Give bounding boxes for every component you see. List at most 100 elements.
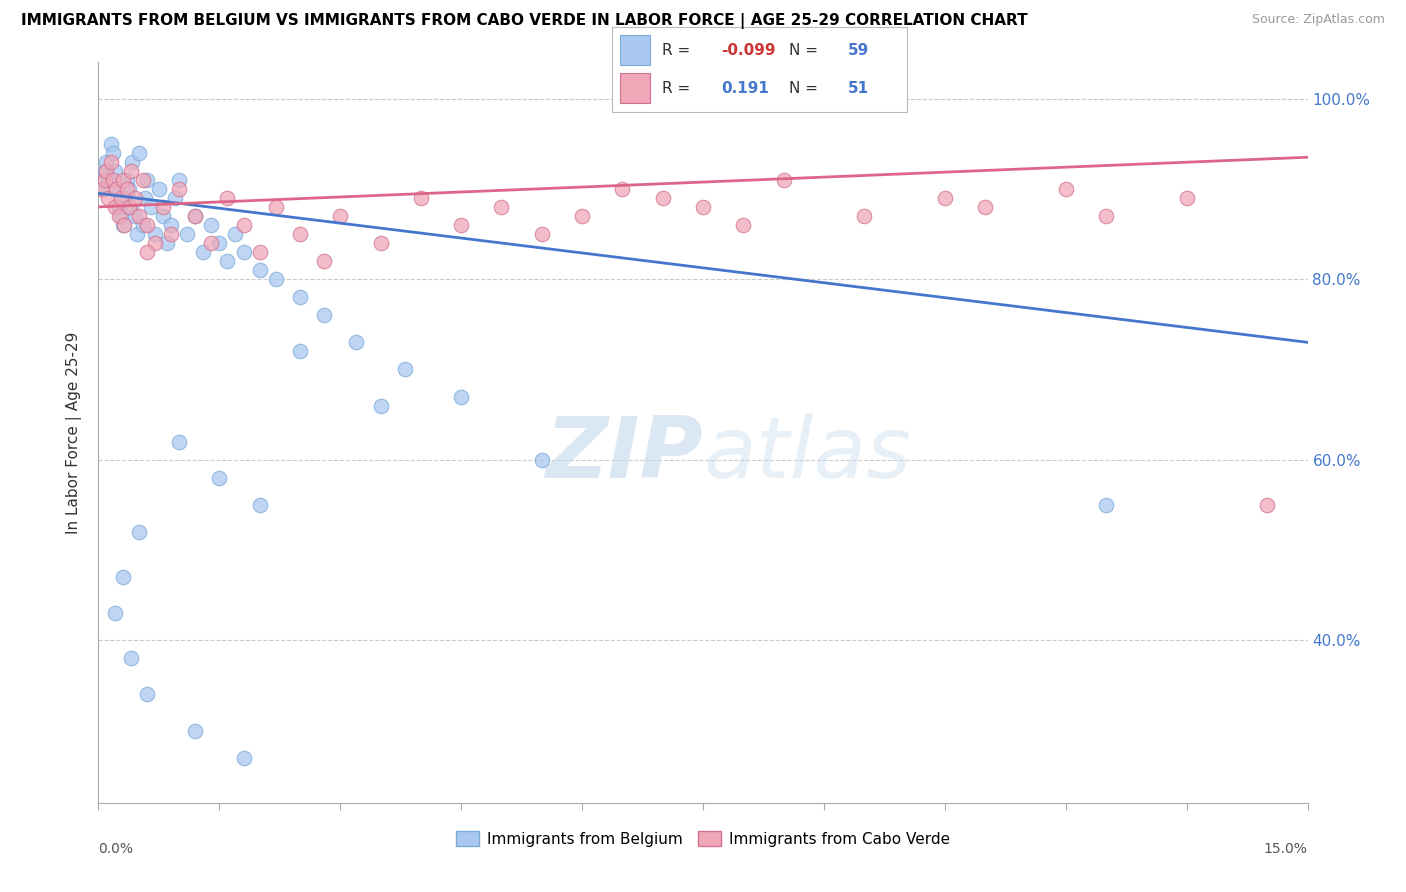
Point bbox=[115, 182, 138, 196]
Point bbox=[128, 145, 150, 160]
Point bbox=[934, 191, 956, 205]
Point bbox=[232, 245, 254, 260]
Text: -0.099: -0.099 bbox=[721, 43, 775, 58]
Point bbox=[152, 209, 174, 223]
Point bbox=[571, 209, 593, 223]
Point bbox=[184, 209, 207, 223]
Bar bbox=[620, 73, 650, 103]
Point bbox=[167, 173, 190, 187]
Point bbox=[288, 344, 311, 359]
Point bbox=[612, 182, 634, 196]
Point bbox=[112, 218, 135, 232]
Point bbox=[530, 227, 553, 241]
Text: N =: N = bbox=[789, 43, 818, 58]
Point bbox=[120, 200, 142, 214]
Text: N =: N = bbox=[789, 80, 818, 95]
Point bbox=[132, 173, 155, 187]
Point bbox=[208, 235, 231, 250]
Point bbox=[974, 200, 997, 214]
Point bbox=[94, 173, 117, 187]
Point bbox=[264, 200, 287, 214]
Legend: Immigrants from Belgium, Immigrants from Cabo Verde: Immigrants from Belgium, Immigrants from… bbox=[457, 831, 949, 847]
Point bbox=[692, 200, 714, 214]
Point bbox=[135, 218, 157, 232]
Point bbox=[91, 182, 114, 196]
Text: 59: 59 bbox=[848, 43, 869, 58]
Point bbox=[772, 173, 794, 187]
Text: 51: 51 bbox=[848, 80, 869, 95]
Text: 15.0%: 15.0% bbox=[1264, 842, 1308, 855]
Text: R =: R = bbox=[662, 43, 690, 58]
Point bbox=[491, 200, 513, 214]
Point bbox=[264, 272, 287, 286]
Point bbox=[249, 498, 271, 512]
Point bbox=[127, 227, 149, 241]
Point bbox=[409, 191, 432, 205]
Point bbox=[288, 227, 311, 241]
Point bbox=[139, 200, 162, 214]
Point bbox=[651, 191, 673, 205]
Point bbox=[135, 688, 157, 702]
Point bbox=[128, 524, 150, 539]
Point bbox=[118, 182, 141, 196]
Point bbox=[105, 182, 128, 196]
Point bbox=[111, 570, 134, 584]
Point bbox=[124, 209, 146, 223]
Point bbox=[232, 750, 254, 764]
Point bbox=[217, 191, 239, 205]
Point bbox=[370, 235, 392, 250]
Point bbox=[450, 390, 472, 404]
Point bbox=[120, 651, 142, 665]
Point bbox=[224, 227, 246, 241]
Point bbox=[134, 191, 156, 205]
Point bbox=[143, 235, 166, 250]
Point bbox=[1256, 498, 1278, 512]
Point bbox=[249, 263, 271, 277]
Point bbox=[110, 191, 132, 205]
Point bbox=[232, 218, 254, 232]
Point bbox=[853, 209, 876, 223]
Text: Source: ZipAtlas.com: Source: ZipAtlas.com bbox=[1251, 13, 1385, 27]
Point bbox=[167, 182, 190, 196]
Point bbox=[1095, 209, 1118, 223]
Point bbox=[124, 191, 146, 205]
Point bbox=[101, 173, 124, 187]
Point bbox=[530, 452, 553, 467]
Point bbox=[288, 290, 311, 304]
Point bbox=[132, 218, 155, 232]
Point bbox=[200, 235, 222, 250]
Point bbox=[184, 209, 207, 223]
Point bbox=[314, 254, 336, 268]
Point bbox=[152, 200, 174, 214]
Point bbox=[314, 308, 336, 322]
Point bbox=[112, 191, 135, 205]
Point bbox=[120, 163, 142, 178]
Point bbox=[167, 434, 190, 449]
Point bbox=[329, 209, 352, 223]
Point bbox=[143, 227, 166, 241]
Text: 0.191: 0.191 bbox=[721, 80, 769, 95]
Point bbox=[184, 723, 207, 738]
Point bbox=[121, 154, 143, 169]
Point bbox=[128, 209, 150, 223]
Bar bbox=[620, 36, 650, 65]
Point bbox=[193, 245, 215, 260]
Point bbox=[370, 399, 392, 413]
Point bbox=[135, 173, 157, 187]
Point bbox=[200, 218, 222, 232]
Point bbox=[94, 163, 117, 178]
Point bbox=[208, 471, 231, 485]
Point bbox=[344, 335, 367, 350]
Point bbox=[103, 163, 125, 178]
Point bbox=[107, 200, 129, 214]
Text: IMMIGRANTS FROM BELGIUM VS IMMIGRANTS FROM CABO VERDE IN LABOR FORCE | AGE 25-29: IMMIGRANTS FROM BELGIUM VS IMMIGRANTS FR… bbox=[21, 13, 1028, 29]
Point bbox=[96, 154, 118, 169]
Point bbox=[163, 191, 186, 205]
Text: R =: R = bbox=[662, 80, 690, 95]
Point bbox=[96, 163, 118, 178]
Point bbox=[1095, 498, 1118, 512]
Point bbox=[450, 218, 472, 232]
Point bbox=[118, 200, 141, 214]
Point bbox=[1175, 191, 1198, 205]
Point bbox=[1054, 182, 1077, 196]
